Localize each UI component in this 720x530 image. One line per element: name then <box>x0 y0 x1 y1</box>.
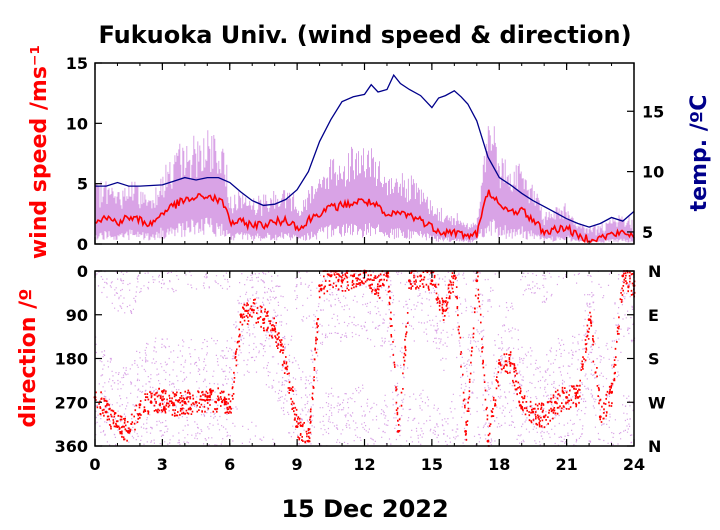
direction-mean-point <box>318 284 321 287</box>
direction-mean-point <box>284 366 288 370</box>
direction-mean-point <box>520 405 524 409</box>
direction-mean-point <box>419 274 422 278</box>
wind-temp-panel: 0 5 10 15 5 10 15 <box>66 54 665 254</box>
direction-y-tick-label: 180 <box>55 350 88 369</box>
direction-mean-point <box>239 313 243 317</box>
direction-mean-point <box>172 403 176 407</box>
direction-y-tick-label: 90 <box>66 306 88 325</box>
bottom-plot-area <box>95 271 634 446</box>
bottom-ticks: 0 3 6 9 12 15 18 21 24 0 N 90 E 180 S 270 W 360 N <box>55 262 666 474</box>
direction-mean-point <box>183 400 187 404</box>
temp-y-tick-label: 10 <box>642 163 664 182</box>
direction-mean-point <box>116 425 119 428</box>
direction-mean-point <box>138 403 142 407</box>
direction-mean-point <box>127 430 131 433</box>
direction-mean-point <box>531 410 535 414</box>
direction-mean-point <box>217 398 220 402</box>
direction-mean-point <box>223 400 227 404</box>
direction-mean-point <box>396 430 400 433</box>
direction-mean-point <box>441 308 445 312</box>
direction-mean-point <box>307 439 310 443</box>
top-ticks: 0 5 10 15 5 10 15 <box>66 54 665 254</box>
direction-y-tick-label: 360 <box>55 437 88 456</box>
direction-mean-point <box>576 396 580 399</box>
direction-panel: 0 3 6 9 12 15 18 21 24 0 N 90 E 180 S 270 W 360 N <box>55 262 666 474</box>
direction-y-tick-label: 0 <box>77 262 88 281</box>
compass-tick-label: E <box>648 306 659 325</box>
wind-mean-series <box>94 189 635 244</box>
direction-mean-point <box>205 398 209 402</box>
direction-mean-point <box>194 400 198 404</box>
direction-y-tick-label: 270 <box>55 393 88 412</box>
x-tick-label: 3 <box>157 455 168 474</box>
direction-raw-samples <box>95 270 636 447</box>
direction-mean-point <box>273 327 277 331</box>
temp-y-tick-label: 5 <box>642 223 653 242</box>
temperature-line <box>95 73 635 228</box>
direction-mean-point <box>228 405 232 409</box>
direction-mean-point <box>610 391 613 394</box>
wind-speed-axis-label: wind speed /ms⁻¹ <box>27 45 52 259</box>
direction-raw-dots <box>95 270 636 447</box>
x-tick-label: 9 <box>292 455 303 474</box>
x-tick-label: 18 <box>488 455 510 474</box>
temperature-axis-label: temp. /ºC <box>687 95 712 212</box>
x-tick-label: 0 <box>89 455 100 474</box>
direction-mean-point <box>565 396 568 399</box>
wind-y-tick-label: 15 <box>66 54 88 73</box>
direction-mean-point <box>262 318 265 321</box>
direction-mean-point <box>104 410 108 414</box>
direction-mean-point <box>161 398 164 402</box>
compass-tick-label: W <box>648 393 666 412</box>
x-tick-label: 6 <box>224 455 235 474</box>
direction-mean-point <box>587 318 591 321</box>
chart-title: Fukuoka Univ. (wind speed & direction) <box>98 21 631 49</box>
direction-mean-point <box>497 362 501 365</box>
wind-y-tick-label: 5 <box>77 175 88 194</box>
compass-tick-label: N <box>648 262 661 281</box>
direction-mean-point <box>385 274 389 278</box>
wind-y-tick-label: 0 <box>77 235 88 254</box>
x-tick-label: 24 <box>623 455 645 474</box>
direction-mean-point <box>250 308 254 312</box>
direction-mean-point <box>430 279 434 283</box>
direction-mean-point <box>351 274 355 278</box>
direction-mean-point <box>329 274 333 278</box>
temp-y-tick-label: 15 <box>642 102 664 121</box>
compass-tick-label: N <box>648 437 661 456</box>
x-tick-label: 15 <box>421 455 443 474</box>
direction-mean-point <box>464 430 467 433</box>
direction-mean-point <box>408 279 411 283</box>
compass-tick-label: S <box>648 350 660 369</box>
direction-mean-point <box>598 415 602 419</box>
temperature-series <box>94 73 635 228</box>
direction-mean-point <box>554 400 557 404</box>
wind-y-tick-label: 10 <box>66 114 88 133</box>
direction-mean-point <box>452 274 456 278</box>
direction-mean-point <box>542 415 546 419</box>
direction-mean-point <box>621 274 625 278</box>
direction-mean-point <box>295 425 299 428</box>
direction-mean-point <box>149 400 153 404</box>
direction-mean-point <box>475 279 479 283</box>
x-tick-label: 12 <box>353 455 375 474</box>
date-axis-label: 15 Dec 2022 <box>281 495 448 523</box>
x-tick-label: 21 <box>555 455 577 474</box>
direction-mean-point <box>486 439 490 443</box>
direction-axis-label: direction /º <box>16 288 41 427</box>
direction-mean-point <box>509 362 512 365</box>
direction-mean-point <box>374 289 378 292</box>
direction-mean-point <box>340 279 344 283</box>
